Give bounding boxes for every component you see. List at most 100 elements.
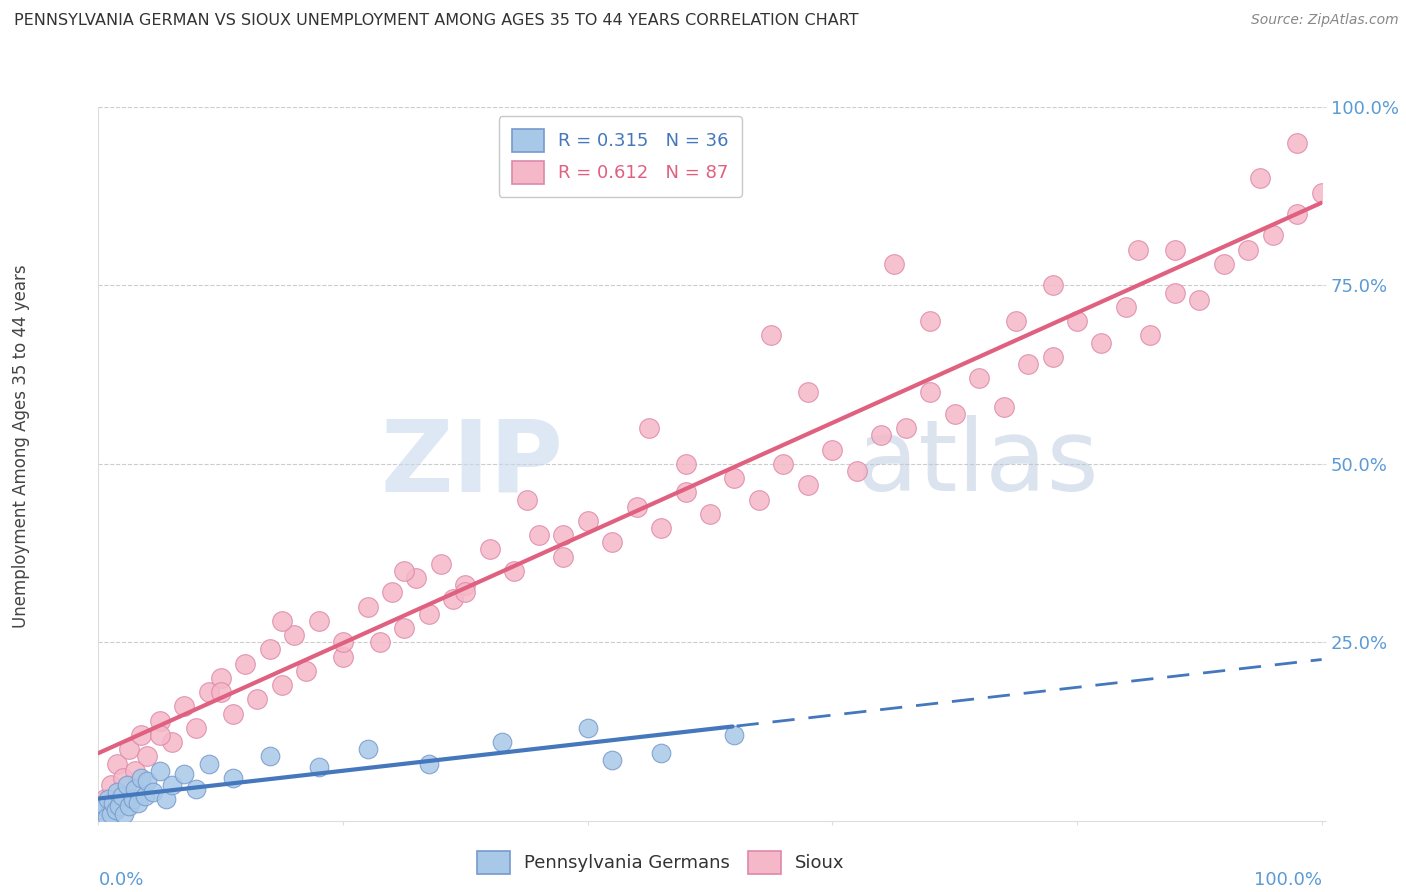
Point: [93, 792, 115, 806]
Point: [761, 328, 783, 343]
Legend: Pennsylvania Germans, Sioux: Pennsylvania Germans, Sioux: [468, 842, 853, 883]
Point: [105, 756, 128, 771]
Point: [100, 806, 122, 821]
Point: [478, 542, 501, 557]
Text: Source: ZipAtlas.com: Source: ZipAtlas.com: [1251, 13, 1399, 28]
Point: [222, 771, 245, 785]
Point: [723, 728, 745, 742]
Point: [870, 428, 893, 442]
Point: [108, 799, 131, 814]
Point: [111, 771, 134, 785]
Point: [1164, 285, 1187, 300]
Point: [118, 742, 141, 756]
Point: [1090, 335, 1112, 350]
Point: [209, 671, 232, 685]
Point: [149, 728, 172, 742]
Point: [356, 742, 378, 756]
Point: [1017, 357, 1039, 371]
Point: [418, 607, 440, 621]
Point: [186, 781, 208, 796]
Point: [97, 792, 120, 806]
Point: [124, 764, 146, 778]
Point: [93, 799, 115, 814]
Point: [149, 764, 172, 778]
Point: [491, 735, 513, 749]
Point: [270, 614, 294, 628]
Point: [553, 528, 575, 542]
Point: [197, 756, 219, 771]
Point: [967, 371, 990, 385]
Point: [149, 714, 172, 728]
Text: atlas: atlas: [856, 416, 1098, 512]
Point: [1286, 136, 1309, 150]
Point: [96, 810, 118, 824]
Point: [197, 685, 219, 699]
Point: [516, 492, 538, 507]
Point: [845, 464, 868, 478]
Point: [136, 749, 159, 764]
Point: [124, 781, 146, 796]
Point: [283, 628, 305, 642]
Point: [527, 528, 550, 542]
Point: [100, 778, 122, 792]
Point: [797, 478, 820, 492]
Point: [1042, 350, 1064, 364]
Point: [1261, 228, 1284, 243]
Point: [1212, 257, 1234, 271]
Point: [1164, 243, 1187, 257]
Point: [104, 803, 127, 817]
Point: [1250, 171, 1272, 186]
Point: [650, 746, 672, 760]
Point: [1286, 207, 1309, 221]
Point: [1310, 186, 1333, 200]
Point: [1066, 314, 1088, 328]
Point: [576, 514, 599, 528]
Point: [129, 771, 152, 785]
Point: [308, 760, 330, 774]
Point: [441, 592, 464, 607]
Point: [129, 728, 152, 742]
Point: [430, 557, 453, 571]
Point: [186, 721, 208, 735]
Point: [894, 421, 917, 435]
Point: [699, 507, 721, 521]
Point: [1004, 314, 1026, 328]
Point: [600, 535, 623, 549]
Point: [112, 806, 135, 821]
Point: [1188, 293, 1211, 307]
Point: [418, 756, 440, 771]
Point: [943, 407, 966, 421]
Point: [626, 500, 648, 514]
Point: [675, 485, 697, 500]
Point: [797, 385, 820, 400]
Point: [111, 789, 134, 803]
Point: [233, 657, 256, 671]
Point: [270, 678, 294, 692]
Text: Unemployment Among Ages 35 to 44 years: Unemployment Among Ages 35 to 44 years: [13, 264, 30, 628]
Point: [356, 599, 378, 614]
Point: [127, 796, 149, 810]
Point: [503, 564, 526, 578]
Point: [920, 385, 942, 400]
Point: [821, 442, 844, 457]
Point: [368, 635, 391, 649]
Point: [155, 792, 177, 806]
Point: [920, 314, 942, 328]
Point: [392, 621, 416, 635]
Point: [332, 635, 354, 649]
Point: [259, 749, 281, 764]
Point: [121, 792, 143, 806]
Point: [392, 564, 416, 578]
Text: PENNSYLVANIA GERMAN VS SIOUX UNEMPLOYMENT AMONG AGES 35 TO 44 YEARS CORRELATION : PENNSYLVANIA GERMAN VS SIOUX UNEMPLOYMEN…: [14, 13, 859, 29]
Text: 0.0%: 0.0%: [98, 871, 143, 888]
Point: [115, 778, 138, 792]
Point: [209, 685, 232, 699]
Point: [308, 614, 330, 628]
Point: [993, 400, 1015, 414]
Point: [748, 492, 770, 507]
Point: [173, 699, 195, 714]
Text: ZIP: ZIP: [381, 416, 564, 512]
Point: [723, 471, 745, 485]
Point: [576, 721, 599, 735]
Point: [1115, 300, 1137, 314]
